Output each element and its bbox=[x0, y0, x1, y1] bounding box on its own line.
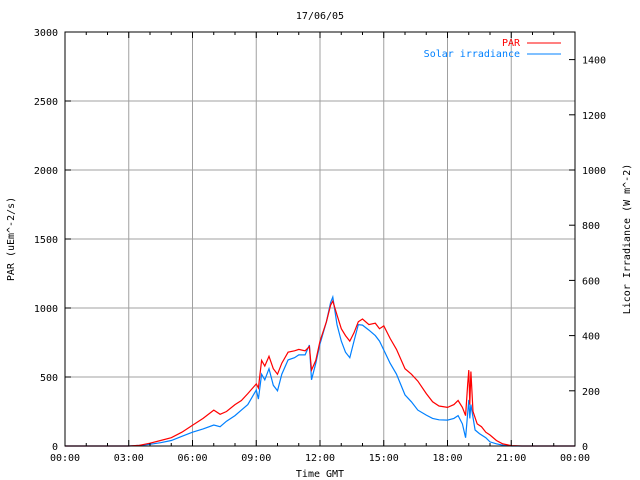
y-tick-label: 1000 bbox=[34, 304, 58, 315]
legend-label-par: PAR bbox=[502, 38, 521, 49]
y-tick-label: 1500 bbox=[34, 235, 58, 246]
x-tick-label: 09:00 bbox=[241, 453, 271, 464]
x-tick-label: 00:00 bbox=[50, 453, 80, 464]
y-tick-label: 0 bbox=[52, 442, 58, 453]
series-lines bbox=[65, 294, 575, 447]
y-tick-label: 2000 bbox=[34, 166, 58, 177]
x-tick-label: 00:00 bbox=[560, 453, 590, 464]
legend: PAR Solar irradiance bbox=[424, 38, 561, 60]
y-tick-label: 2500 bbox=[34, 97, 58, 108]
y2-tick-label: 400 bbox=[582, 332, 600, 343]
y2-tick-label: 1200 bbox=[582, 111, 606, 122]
chart-title: 17/06/05 bbox=[296, 11, 344, 22]
y2-tick-label: 1000 bbox=[582, 166, 606, 177]
legend-label-solar: Solar irradiance bbox=[424, 49, 520, 60]
y-tick-label: 500 bbox=[40, 373, 58, 384]
par-series-line bbox=[65, 299, 575, 447]
y2-axis-label: Licor Irradiance (W m^-2) bbox=[622, 164, 633, 315]
y-axis-label: PAR (uEm^-2/s) bbox=[6, 197, 17, 281]
grid bbox=[65, 32, 575, 446]
y-tick-label: 3000 bbox=[34, 28, 58, 39]
y2-tick-label: 0 bbox=[582, 442, 588, 453]
solar-irradiance-series-line bbox=[65, 294, 575, 447]
x-axis-label: Time GMT bbox=[296, 469, 344, 480]
x-tick-label: 03:00 bbox=[114, 453, 144, 464]
x-tick-label: 15:00 bbox=[369, 453, 399, 464]
y2-tick-label: 600 bbox=[582, 276, 600, 287]
x-tick-label: 06:00 bbox=[177, 453, 207, 464]
x-tick-label: 18:00 bbox=[432, 453, 462, 464]
ticks: 00:00 03:00 06:00 09:00 12:00 15:00 18:00 21:00… bbox=[34, 28, 606, 464]
y2-tick-label: 800 bbox=[582, 221, 600, 232]
y2-tick-label: 200 bbox=[582, 387, 600, 398]
x-tick-label: 12:00 bbox=[305, 453, 335, 464]
x-tick-label: 21:00 bbox=[496, 453, 526, 464]
y2-tick-label: 1400 bbox=[582, 56, 606, 67]
